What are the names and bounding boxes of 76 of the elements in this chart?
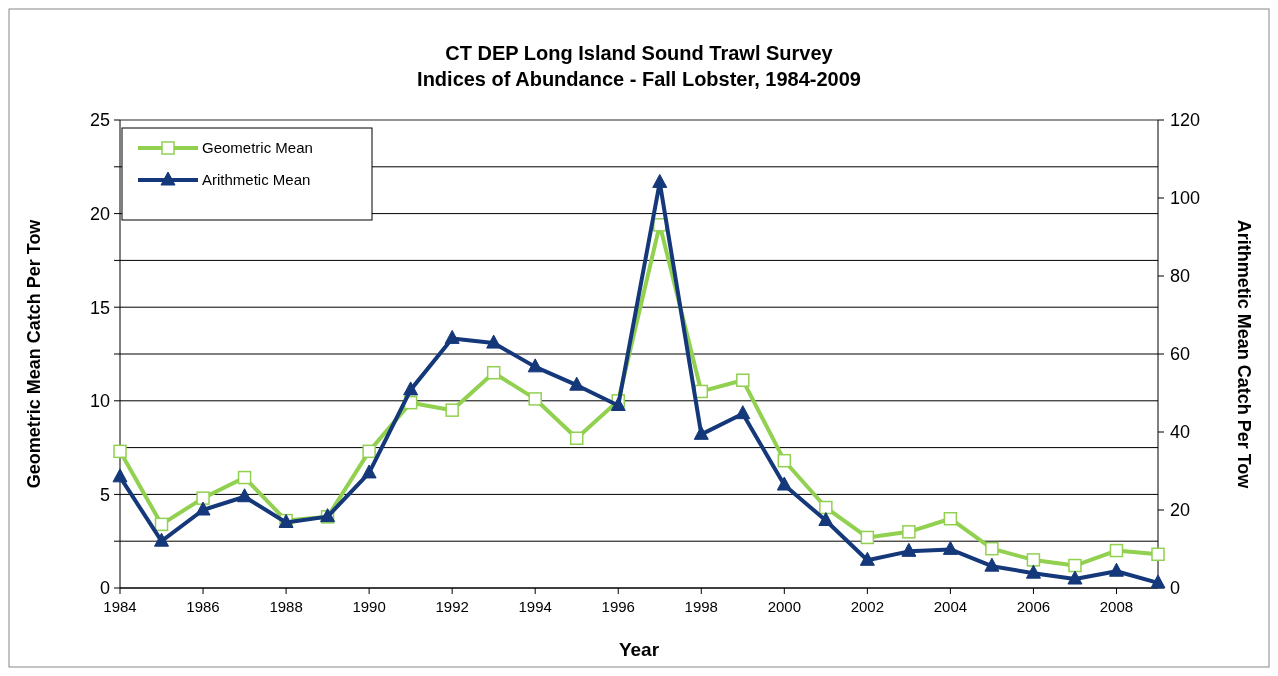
point [1150, 574, 1166, 589]
point [735, 405, 751, 420]
y2-tick-label: 0 [1170, 578, 1181, 599]
point [112, 468, 128, 483]
y-tick-label: 5 [99, 484, 110, 505]
y2-tick-label: 20 [1170, 500, 1191, 521]
point [237, 488, 253, 503]
point [819, 500, 833, 515]
y2-tick-label: 40 [1170, 422, 1191, 443]
point [361, 464, 377, 479]
y2-tick-label: 60 [1170, 344, 1191, 365]
point [818, 512, 834, 527]
x-tick-label: 1986 [186, 598, 220, 615]
point [1109, 543, 1124, 558]
point [859, 551, 875, 566]
point [569, 431, 584, 445]
x-tick-label: 1990 [352, 598, 386, 615]
point [1025, 564, 1041, 579]
x-tick-label: 2006 [1016, 598, 1051, 615]
y-tick-label: 15 [89, 297, 110, 318]
point [444, 329, 460, 344]
x-axis-title: Year [618, 639, 660, 660]
legend-label: Geometric Mean [202, 139, 313, 157]
x-tick-label: 1992 [435, 598, 469, 615]
point [736, 373, 750, 387]
point [196, 491, 210, 505]
x-tick-label: 1994 [518, 598, 552, 615]
y2-axis-title: Arithmetic Mean Catch Per Tow [1234, 219, 1254, 490]
point [984, 557, 1000, 572]
y-axis-title: Geometric Mean Catch Per Tow [24, 218, 44, 489]
point [942, 540, 958, 555]
y2-tick-label: 120 [1170, 110, 1201, 131]
point [154, 532, 170, 547]
point [362, 444, 376, 459]
point [693, 425, 709, 440]
point [943, 511, 958, 526]
x-tick-label: 2002 [850, 598, 885, 615]
point [113, 444, 127, 459]
point [860, 530, 875, 545]
x-tick-label: 2008 [1099, 598, 1134, 615]
point [776, 476, 792, 491]
point [1108, 562, 1124, 577]
point [901, 542, 917, 557]
point [569, 376, 585, 391]
point [403, 381, 419, 396]
point [1151, 547, 1165, 562]
point [902, 525, 916, 539]
point [985, 541, 999, 556]
point [777, 453, 792, 468]
point [527, 358, 543, 373]
point [1067, 570, 1083, 585]
point [486, 334, 502, 349]
y2-tick-label: 80 [1170, 266, 1191, 287]
point [445, 403, 459, 417]
point [528, 392, 542, 406]
point [237, 470, 252, 485]
x-tick-label: 2000 [767, 598, 802, 615]
point [195, 501, 211, 516]
point [154, 517, 169, 532]
x-tick-label: 1984 [103, 598, 137, 615]
point [1068, 558, 1082, 573]
y-tick-label: 0 [99, 578, 110, 599]
chart-subtitle: Indices of Abundance - Fall Lobster, 1984-2009 [417, 68, 861, 90]
x-tick-label: 1998 [684, 598, 718, 615]
y-tick-label: 10 [89, 391, 110, 412]
point [486, 365, 501, 380]
x-tick-label: 1988 [269, 598, 303, 615]
point [652, 173, 668, 188]
y2-tick-label: 100 [1170, 188, 1201, 209]
y-tick-label: 25 [89, 110, 110, 131]
x-tick-label: 2004 [933, 598, 968, 615]
point [1026, 553, 1041, 567]
x-tick-label: 1996 [601, 598, 635, 615]
chart-title: CT DEP Long Island Sound Trawl Survey [445, 42, 834, 64]
legend-label: Arithmetic Mean [202, 171, 311, 189]
y-tick-label: 20 [89, 203, 110, 224]
